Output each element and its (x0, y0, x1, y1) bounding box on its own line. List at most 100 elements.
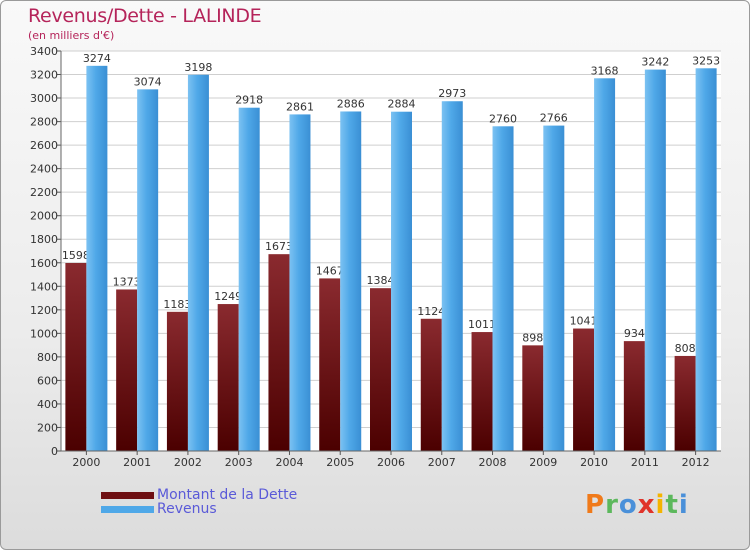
data-label-revenus: 3168 (591, 64, 619, 77)
bar-dette (522, 345, 544, 451)
bar-revenus (340, 111, 362, 452)
y-tick-label: 1800 (30, 233, 58, 246)
legend-swatch-revenus (101, 505, 154, 513)
x-tick-label: 2010 (580, 456, 608, 469)
data-label-dette: 1373 (113, 275, 141, 288)
data-label-dette: 1467 (316, 264, 344, 277)
x-tick-label: 2002 (174, 456, 202, 469)
bar-dette (166, 311, 188, 451)
proxiti-logo: Proxiti (585, 490, 689, 520)
y-tick-label: 1400 (30, 280, 58, 293)
bar-dette (116, 289, 138, 451)
logo-letter: r (605, 490, 619, 520)
y-tick-label: 3400 (30, 45, 58, 58)
bar-dette (623, 341, 645, 451)
x-tick-label: 2008 (479, 456, 507, 469)
data-label-dette: 934 (624, 327, 645, 340)
bar-dette (217, 304, 239, 451)
y-tick-label: 1000 (30, 327, 58, 340)
logo-letter: i (678, 490, 689, 520)
x-tick-label: 2004 (275, 456, 303, 469)
logo-letter: x (637, 490, 656, 520)
bars: 1598 3274 1373 3074 1183 3198 1249 2918 1673 2861… (62, 52, 720, 452)
legend-label-revenus: Revenus (157, 501, 217, 517)
data-label-dette: 898 (522, 331, 543, 344)
logo-letter: o (618, 490, 638, 520)
bar-revenus (695, 68, 717, 451)
bar-revenus (137, 89, 159, 452)
data-label-revenus: 2973 (438, 87, 466, 100)
y-tick-label: 200 (37, 421, 58, 434)
data-label-revenus: 3253 (692, 54, 720, 67)
x-tick-label: 2000 (72, 456, 100, 469)
bar-dette (370, 288, 391, 451)
data-label-revenus: 2884 (388, 98, 416, 111)
bar-revenus (543, 125, 565, 452)
legend-swatch-dette (101, 491, 154, 499)
y-tick-label: 0 (51, 445, 58, 458)
data-label-revenus: 3198 (184, 61, 212, 74)
y-tick-label: 1200 (30, 304, 58, 317)
data-label-dette: 1011 (468, 318, 496, 331)
x-tick-label: 2011 (631, 456, 659, 469)
data-label-revenus: 2918 (235, 94, 263, 107)
data-label-revenus: 2766 (540, 112, 568, 125)
bar-revenus (238, 107, 260, 452)
data-label-revenus: 3274 (83, 52, 111, 65)
bar-revenus (187, 74, 209, 451)
y-tick-label: 1600 (30, 257, 58, 270)
data-label-dette: 1673 (265, 240, 293, 253)
data-label-revenus: 2861 (286, 100, 314, 113)
bar-revenus (644, 69, 666, 452)
bar-revenus (492, 126, 514, 451)
chart-title: Revenus/Dette - LALINDE (28, 5, 262, 27)
legend-label-dette: Montant de la Dette (157, 487, 298, 503)
y-tick-label: 3200 (30, 69, 58, 82)
data-label-dette: 1384 (367, 274, 395, 287)
bar-revenus (594, 78, 616, 451)
bar-dette (65, 263, 87, 451)
logo-letter: P (585, 490, 606, 520)
y-tick-label: 800 (37, 351, 58, 364)
logo-letter: t (665, 490, 679, 520)
data-label-revenus: 3242 (641, 56, 669, 69)
x-tick-label: 2009 (529, 456, 557, 469)
bar-dette (674, 355, 696, 451)
y-tick-label: 2800 (30, 116, 58, 129)
data-label-revenus: 3074 (134, 75, 162, 88)
logo-letter: i (655, 490, 666, 520)
y-tick-label: 2600 (30, 139, 58, 152)
x-tick-label: 2007 (428, 456, 456, 469)
bar-revenus (391, 111, 412, 452)
y-tick-label: 2000 (30, 210, 58, 223)
y-tick-label: 600 (37, 374, 58, 387)
data-label-dette: 1598 (62, 249, 90, 262)
x-tick-label: 2001 (123, 456, 151, 469)
bar-revenus (86, 65, 108, 451)
x-tick-label: 2003 (225, 456, 253, 469)
legend-item-dette: Montant de la Dette (101, 487, 298, 503)
bar-dette (268, 254, 290, 451)
y-tick-label: 3000 (30, 92, 58, 105)
bar-dette (573, 328, 595, 451)
bar-dette (471, 332, 493, 451)
chart-subtitle: (en milliers d'€) (28, 29, 115, 42)
data-label-revenus: 2760 (489, 112, 517, 125)
bar-revenus (289, 114, 311, 451)
x-tick-label: 2005 (326, 456, 354, 469)
bar-dette (319, 278, 341, 451)
x-tick-label: 2012 (682, 456, 710, 469)
data-label-dette: 1124 (417, 305, 445, 318)
x-tick-label: 2006 (377, 456, 405, 469)
legend-item-revenus: Revenus (101, 501, 217, 517)
y-tick-label: 400 (37, 398, 58, 411)
y-tick-label: 2200 (30, 186, 58, 199)
data-label-revenus: 2886 (337, 97, 365, 110)
bar-revenus (441, 101, 463, 451)
y-tick-label: 2400 (30, 163, 58, 176)
data-label-dette: 1183 (163, 298, 191, 311)
data-label-dette: 1041 (570, 315, 598, 328)
bar-dette (420, 318, 442, 451)
